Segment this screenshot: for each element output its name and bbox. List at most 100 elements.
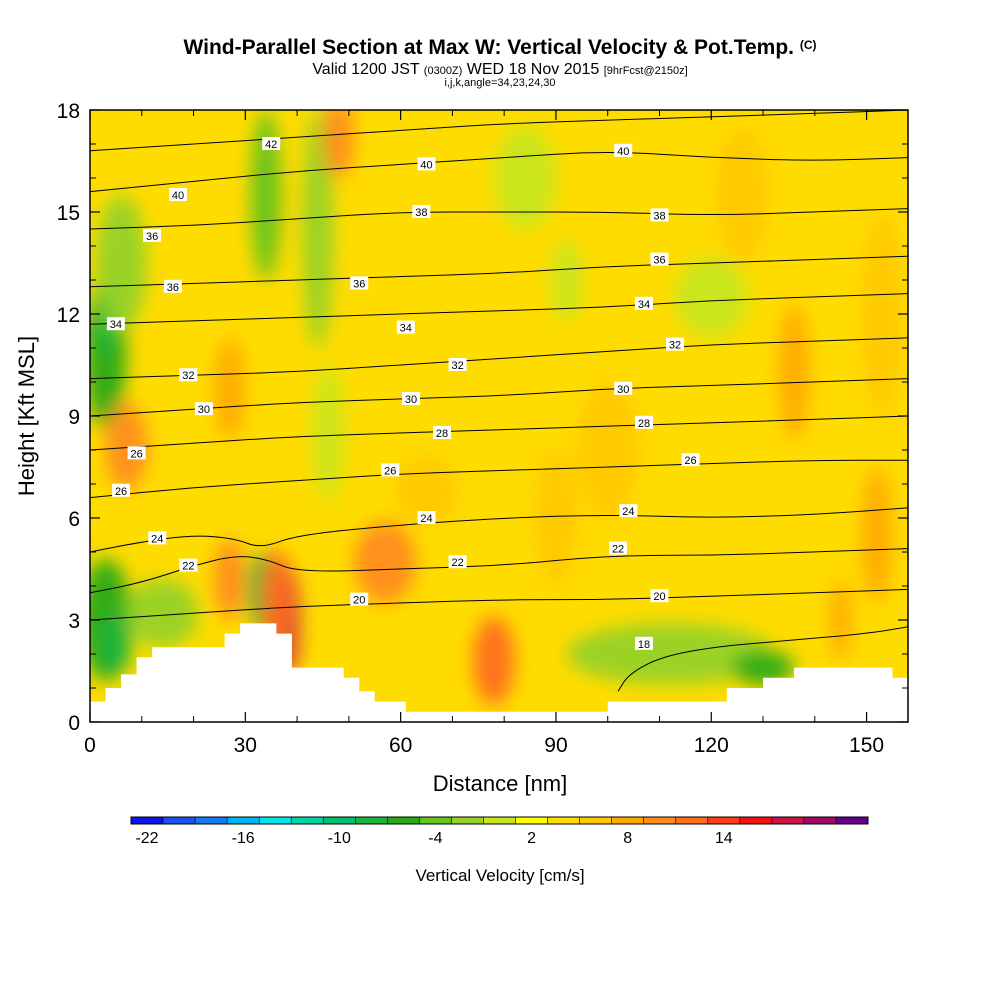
contour-label-text: 38 (653, 210, 665, 222)
contour-label-text: 34 (400, 323, 412, 335)
velocity-cell (731, 650, 795, 685)
colorbar: -22 -16 -10 -4 2 8 14 (130, 816, 869, 847)
x-tick-label: 90 (544, 734, 567, 757)
contour-label-bg (179, 368, 198, 382)
colorbar-tick-label: -10 (328, 830, 351, 847)
colorbar-tick-label: 14 (715, 830, 733, 847)
contour-label-bg (634, 415, 653, 429)
velocity-cell (778, 303, 810, 440)
contour-label-text: 28 (436, 428, 448, 440)
contour-label-bg (163, 279, 182, 293)
theta-contour-24 (90, 507, 908, 553)
velocity-cell (493, 127, 556, 229)
contour-label-bg (179, 558, 198, 572)
colorbar-swatch (547, 817, 581, 824)
y-tick-label: 0 (68, 712, 80, 735)
velocity-cell (861, 212, 903, 416)
theta-contour-42 (90, 110, 908, 152)
contour-label-text: 24 (151, 533, 163, 545)
contour-label-text: 34 (638, 299, 650, 311)
contour-label: 18 (634, 636, 653, 651)
x-tick-label: 0 (84, 734, 96, 757)
contour-label: 32 (666, 337, 685, 352)
chart-title: Wind-Parallel Section at Max W: Vertical… (0, 36, 1000, 60)
contour-label-bg (401, 392, 420, 405)
terrain (90, 623, 908, 722)
contour-label-text: 36 (146, 231, 158, 243)
velocity-cell (550, 239, 582, 321)
contour-label: 42 (262, 137, 281, 151)
contour-label-text: 36 (353, 278, 365, 290)
grid-info: i,j,k,angle=34,23,24,30 (444, 77, 556, 89)
contour-label: 38 (650, 208, 669, 222)
theta-contour-20 (90, 588, 908, 621)
forecast-info: [9hrFcst@2150z] (603, 65, 688, 77)
contour-label: 24 (148, 531, 167, 545)
contour-label: 30 (614, 381, 633, 396)
colorbar-swatch (451, 817, 484, 824)
theta-contour-34 (90, 293, 908, 325)
colorbar-swatch (643, 817, 677, 824)
contour-label-bg (417, 157, 436, 171)
contour-label: 38 (412, 205, 431, 219)
colorbar-swatch (611, 817, 645, 824)
contour-label: 40 (417, 157, 436, 171)
velocity-cell (566, 623, 774, 685)
colorbar-swatch (355, 817, 388, 824)
contour-label: 36 (650, 252, 669, 267)
valid-date: WED 18 Nov 2015 (466, 61, 600, 78)
y-tick-label: 3 (68, 610, 80, 633)
contour-label-bg (619, 504, 638, 518)
contour-label-bg (614, 143, 633, 157)
contour-label: 36 (143, 228, 162, 243)
colorbar-swatch (195, 817, 228, 824)
velocity-cell (861, 467, 893, 603)
contour-label-text: 24 (622, 506, 634, 518)
y-axis-title: Height [Kft MSL] (14, 336, 39, 496)
valid-time: Valid 1200 JST (312, 61, 420, 78)
velocity-cell (322, 110, 355, 178)
contour-label-bg (448, 358, 467, 371)
theta-contour-28 (90, 415, 908, 451)
theta-contour-18 (617, 626, 908, 692)
contour-label: 22 (179, 558, 198, 573)
contour-label-bg (681, 453, 700, 467)
contour-label-bg (112, 483, 131, 497)
velocity-cell (105, 402, 147, 491)
contour-label-text: 40 (617, 146, 629, 158)
contour-label-text: 22 (612, 544, 624, 556)
colorbar-swatch (259, 817, 292, 824)
velocity-cell (830, 579, 852, 661)
contour-label-text: 34 (110, 319, 122, 331)
field-features (90, 110, 903, 705)
y-tick-label: 6 (68, 508, 80, 531)
velocity-cell (535, 450, 577, 586)
colorbar-tick-label: -16 (232, 830, 255, 847)
contour-label-text: 42 (265, 139, 277, 151)
contour-label: 34 (106, 317, 125, 331)
colorbar-swatch (515, 817, 548, 824)
colorbar-tick-label: -4 (428, 830, 442, 847)
colorbar-swatch (419, 817, 452, 824)
contour-label-text: 20 (353, 595, 365, 607)
contour-label: 26 (681, 453, 700, 467)
x-tick-label: 120 (694, 734, 729, 757)
contour-label-text: 36 (167, 282, 179, 294)
velocity-cell (576, 382, 639, 518)
contour-label-bg (106, 317, 125, 331)
contour-label: 40 (169, 188, 188, 202)
contour-label: 26 (112, 483, 131, 498)
contour-label-text: 28 (638, 418, 650, 430)
valid-utc: (0300Z) (423, 65, 463, 77)
contour-label-bg (148, 531, 167, 545)
contour-label-text: 32 (669, 340, 681, 352)
colorbar-swatch (771, 817, 805, 824)
contour-label: 20 (650, 589, 669, 603)
colorbar-swatch (579, 817, 613, 824)
colorbar-tick-label: 2 (527, 830, 536, 847)
contour-label: 28 (634, 415, 653, 430)
contour-label: 34 (634, 296, 653, 311)
contour-label-text: 32 (451, 360, 463, 372)
contour-label-bg (396, 320, 415, 334)
